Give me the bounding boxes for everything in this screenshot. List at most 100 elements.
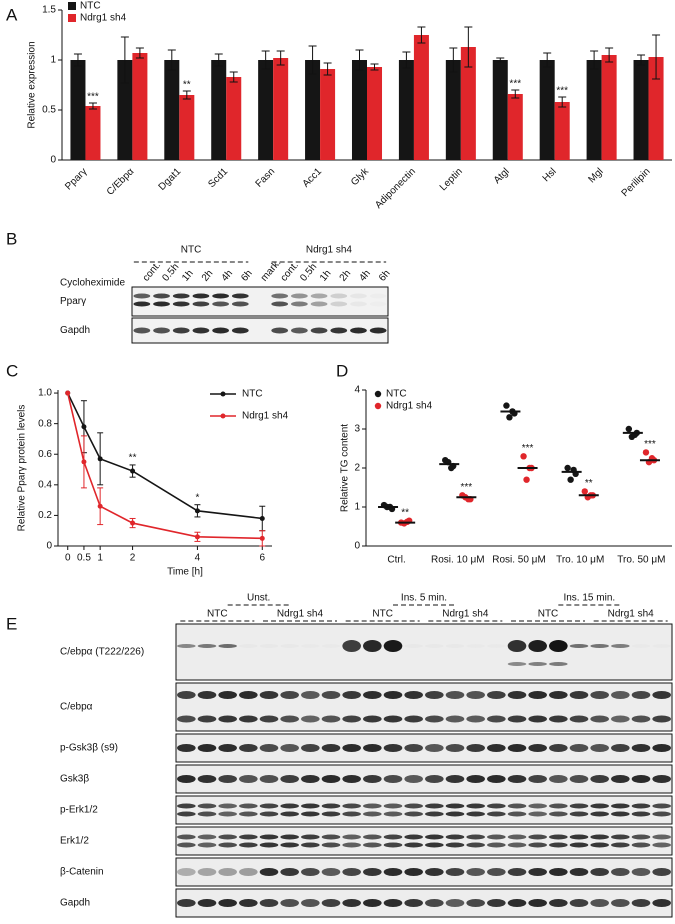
blot-row-label: C/ebpα (T222/226)	[60, 647, 144, 658]
point	[130, 468, 136, 474]
blot-band	[350, 293, 367, 299]
blot-band	[280, 899, 299, 907]
lane-label: cont.	[141, 260, 163, 284]
blot-band	[404, 868, 423, 876]
x-tick-label: 1	[97, 553, 103, 564]
x-tick-label: C/Ebpα	[105, 166, 137, 198]
legend-marker	[220, 391, 226, 397]
blot-band	[350, 301, 367, 307]
group-label: Ins. 5 min.	[401, 593, 447, 604]
bar	[179, 95, 195, 160]
blot-band	[487, 834, 506, 840]
y-tick-label: 0.5	[42, 105, 56, 116]
blot-band	[177, 744, 196, 752]
group-label: Ins. 15 min.	[563, 593, 615, 604]
panel-letter: A	[6, 5, 18, 24]
blot-band	[280, 842, 299, 848]
bar	[367, 67, 383, 160]
blot-band	[507, 691, 527, 699]
lane-label: 6h	[377, 268, 393, 284]
blot-band	[218, 811, 237, 817]
lane-label: 4h	[357, 268, 373, 284]
blot-band	[425, 899, 444, 907]
point	[65, 390, 71, 396]
blot-band	[363, 811, 382, 817]
blot-band	[172, 301, 190, 307]
blot-band	[507, 868, 527, 876]
blot-row-label: C/ebpα	[60, 702, 93, 713]
blot-band	[507, 899, 527, 907]
blot-band	[239, 811, 258, 817]
bar	[648, 57, 664, 160]
blot-frame	[175, 857, 673, 887]
blot-band	[301, 715, 320, 723]
blot-band	[569, 834, 589, 840]
blot-band	[177, 803, 196, 809]
blot-band	[404, 775, 423, 783]
blot-band	[549, 811, 568, 817]
blot-band	[528, 868, 547, 876]
blot-band	[383, 834, 403, 840]
blot-band	[652, 811, 671, 817]
blot-row-label: p-Gsk3β (s9)	[60, 743, 118, 754]
blot-band	[239, 644, 258, 648]
blot-band	[197, 744, 217, 752]
point	[259, 535, 265, 541]
x-tick-label: Tro. 50 μM	[617, 555, 665, 566]
blot-frame	[131, 317, 389, 344]
blot-band	[301, 744, 320, 752]
blot-band	[197, 842, 217, 848]
blot-row-label: Gsk3β	[60, 774, 89, 785]
blot-band	[528, 775, 547, 783]
blot-band	[590, 691, 609, 699]
blot-band	[342, 899, 361, 907]
x-tick-label: Pparγ	[63, 166, 89, 192]
blot-band	[330, 327, 348, 334]
blot-band	[590, 842, 609, 848]
blot-band	[177, 868, 196, 876]
bar	[258, 60, 274, 160]
blot-band	[321, 842, 341, 848]
blot-band	[549, 834, 568, 840]
significance: **	[183, 80, 191, 91]
blot-band	[291, 301, 308, 307]
blot-band	[466, 775, 485, 783]
blot-band	[259, 715, 279, 723]
y-tick-label: 4	[354, 385, 360, 396]
blot-band	[631, 775, 651, 783]
blot-band	[404, 691, 423, 699]
y-tick-label: 0.2	[38, 510, 52, 521]
point	[448, 464, 455, 472]
blot-band	[197, 811, 217, 817]
blot-band	[611, 834, 630, 840]
blot-band	[569, 899, 589, 907]
blot-band	[590, 834, 609, 840]
blot-band	[549, 899, 568, 907]
blot-band	[590, 899, 609, 907]
significance: **	[585, 478, 593, 489]
blot-band	[487, 803, 506, 809]
y-tick-label: 1.0	[38, 388, 52, 399]
subgroup-label: Ndrg1 sh4	[277, 609, 324, 620]
blot-band	[445, 868, 465, 876]
blot-band	[280, 715, 299, 723]
blot-band	[322, 644, 341, 648]
blot-band	[259, 744, 279, 752]
blot-band	[280, 834, 299, 840]
legend-label: Ndrg1 sh4	[386, 401, 433, 412]
bar	[413, 35, 429, 160]
blot-band	[342, 744, 361, 752]
blot-band	[652, 899, 671, 907]
blot-band	[528, 662, 547, 666]
blot-band	[528, 842, 547, 848]
blot-band	[487, 899, 506, 907]
blot-band	[507, 775, 527, 783]
y-tick-label: 1.5	[42, 5, 56, 16]
blot-band	[590, 715, 609, 723]
blot-band	[466, 868, 485, 876]
bar	[132, 53, 148, 160]
blot-band	[404, 842, 423, 848]
x-tick-label: Fasn	[254, 166, 278, 190]
blot-band	[153, 301, 170, 307]
blot-band	[197, 775, 217, 783]
